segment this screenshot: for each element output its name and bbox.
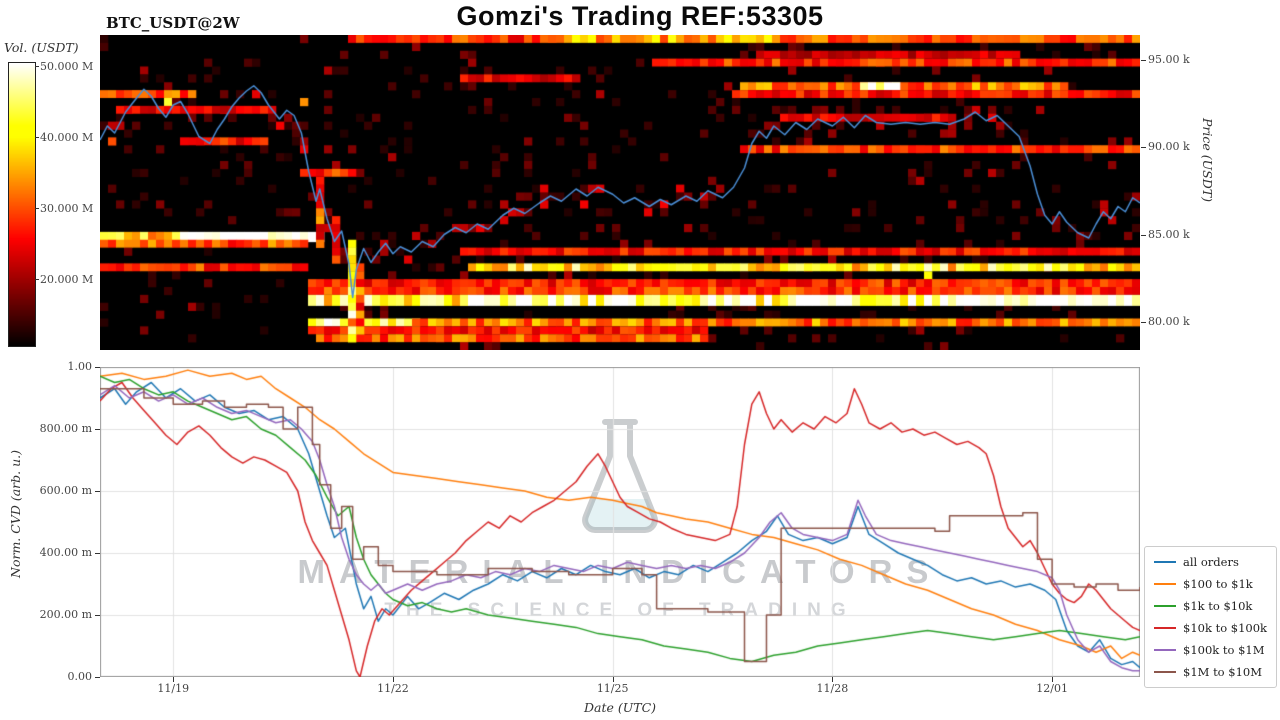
tick-mark <box>1141 147 1146 148</box>
volume-heatmap-chart <box>100 35 1140 350</box>
price-tick-label: 90.00 k <box>1148 140 1190 153</box>
legend-label: $100k to $1M <box>1183 643 1265 657</box>
cvd-y-tick-label: 800.00 m <box>39 422 92 435</box>
tick-mark <box>832 677 834 682</box>
date-tick-label: 11/28 <box>816 682 849 695</box>
cvd-y-tick-label: 600.00 m <box>39 484 92 497</box>
tick-mark <box>35 137 39 139</box>
tick-mark <box>95 553 100 554</box>
colorbar-tick-label: 30.000 M <box>40 202 94 216</box>
tick-mark <box>1052 677 1054 682</box>
price-tick-label: 95.00 k <box>1148 52 1190 66</box>
cvd-axis-title: Norm. CVD (arb. u.) <box>8 450 23 578</box>
tick-mark <box>95 677 100 678</box>
page-title: Gomzi's Trading REF:53305 <box>456 1 824 31</box>
legend-label: all orders <box>1183 555 1239 569</box>
tick-mark <box>35 66 39 68</box>
date-tick-label: 11/25 <box>596 682 629 695</box>
colorbar-axis-title: Vol. (USDT) <box>4 40 79 55</box>
legend-label: $10k to $100k <box>1183 621 1268 635</box>
legend-item-3: $10k to $100k <box>1154 621 1267 635</box>
tick-mark <box>1141 234 1146 236</box>
cvd-legend: all orders $100 to $1k $1k to $10k $10k to … <box>1144 546 1278 688</box>
price-axis-title: Price (USDT) <box>1200 118 1215 202</box>
volume-colorbar <box>8 62 36 347</box>
cvd-y-tick-label: 1.00 <box>67 360 93 373</box>
tick-mark <box>95 367 100 368</box>
cvd-chart <box>100 367 1140 677</box>
date-tick-label: 11/19 <box>157 682 190 695</box>
legend-item-2: $1k to $10k <box>1154 599 1267 613</box>
colorbar-tick-label: 50.000 M <box>40 60 94 74</box>
date-axis-title: Date (UTC) <box>583 700 657 715</box>
price-tick-label: 80.00 k <box>1148 315 1190 328</box>
legend-item-0: all orders <box>1154 555 1267 569</box>
tick-mark <box>173 677 175 682</box>
tick-mark <box>35 279 39 281</box>
date-tick-label: 12/01 <box>1036 682 1068 695</box>
symbol-label: BTC_USDT@2W <box>106 14 240 32</box>
legend-line-sample <box>1154 671 1176 673</box>
tick-mark <box>612 677 614 682</box>
cvd-y-tick-label: 200.00 m <box>39 608 92 621</box>
tick-mark <box>1141 59 1146 61</box>
legend-item-4: $100k to $1M <box>1154 643 1267 657</box>
legend-label: $1k to $10k <box>1183 599 1253 613</box>
cvd-y-tick-label: 0.00 <box>67 670 93 683</box>
tick-mark <box>95 615 100 616</box>
tick-mark <box>35 208 39 210</box>
colorbar-tick-label: 20.000 M <box>40 273 94 287</box>
legend-line-sample <box>1154 605 1176 607</box>
tick-mark <box>95 429 100 430</box>
legend-item-5: $1M to $10M <box>1154 665 1267 679</box>
legend-item-1: $100 to $1k <box>1154 577 1267 591</box>
legend-line-sample <box>1154 583 1176 585</box>
price-tick-label: 85.00 k <box>1148 227 1190 241</box>
tick-mark <box>95 491 100 492</box>
legend-label: $1M to $10M <box>1183 665 1262 679</box>
legend-line-sample <box>1154 561 1176 563</box>
legend-line-sample <box>1154 649 1176 651</box>
date-tick-label: 11/22 <box>377 682 409 695</box>
colorbar-tick-label: 40.000 M <box>40 131 94 145</box>
legend-line-sample <box>1154 627 1176 629</box>
tick-mark <box>1141 322 1146 323</box>
tick-mark <box>392 677 394 682</box>
legend-label: $100 to $1k <box>1183 577 1253 591</box>
cvd-y-tick-label: 400.00 m <box>39 546 92 559</box>
